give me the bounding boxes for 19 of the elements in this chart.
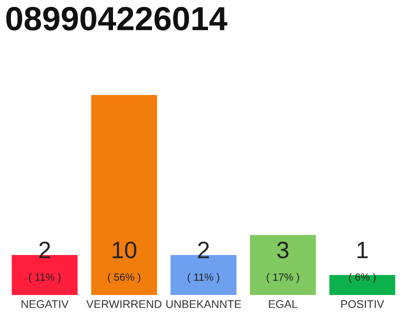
bar (250, 235, 316, 295)
annotation: ( 11% ) (188, 273, 220, 283)
data-label: 2 (39, 242, 50, 258)
bar (91, 95, 158, 295)
data-label: 3 (277, 242, 288, 258)
annotation: ( 6% ) (349, 273, 376, 283)
chart-title: 089904226014 (6, 6, 228, 30)
x-tick-label: UNBEKANNTE (166, 300, 241, 308)
x-tick-label: POSITIV (341, 300, 384, 308)
x-tick-label: NEGATIV (22, 300, 69, 308)
data-label: 1 (358, 242, 368, 258)
data-label: 2 (198, 242, 209, 258)
data-label: 10 (112, 242, 136, 258)
annotation: ( 11% ) (28, 273, 60, 283)
annotation: ( 56% ) (108, 273, 140, 283)
x-tick-label: EGAL (268, 300, 298, 308)
x-tick-label: VERWIRREND (86, 300, 162, 308)
annotation: ( 17% ) (266, 273, 300, 283)
bar (329, 275, 396, 295)
